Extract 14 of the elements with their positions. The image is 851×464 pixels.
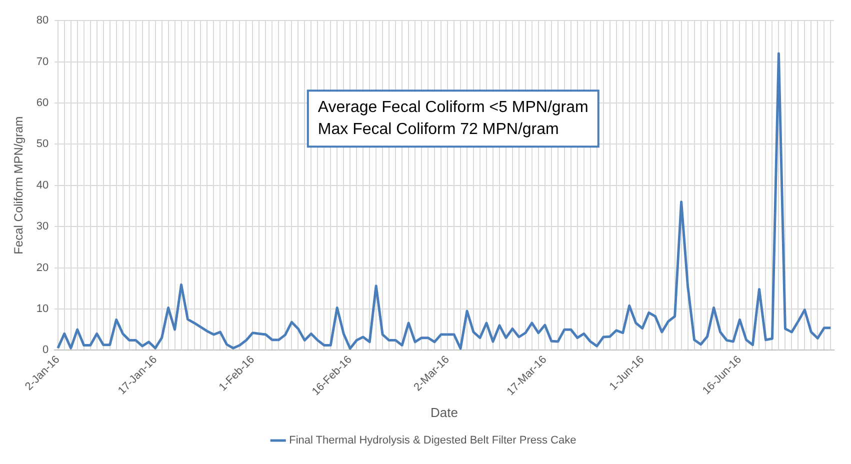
y-tick-label: 10 — [36, 303, 49, 316]
legend-label: Final Thermal Hydrolysis & Digested Belt Filter Press Cake — [289, 434, 576, 447]
annotation: Average Fecal Coliform <5 MPN/gram — [318, 99, 588, 116]
y-tick-label: 40 — [36, 179, 49, 192]
y-tick-label: 50 — [36, 138, 49, 150]
y-tick-label: 60 — [36, 97, 49, 110]
y-tick-label: 70 — [36, 56, 49, 68]
y-tick-label: 0 — [42, 344, 49, 356]
y-axis-title: Fecal Coliform MPN/gram — [12, 116, 26, 254]
y-tick-label: 80 — [36, 14, 49, 27]
y-tick-label: 30 — [36, 220, 49, 233]
x-axis-title: Date — [430, 404, 458, 420]
annotation: Max Fecal Coliform 72 MPN/gram — [318, 121, 559, 138]
y-tick-label: 20 — [36, 262, 49, 274]
